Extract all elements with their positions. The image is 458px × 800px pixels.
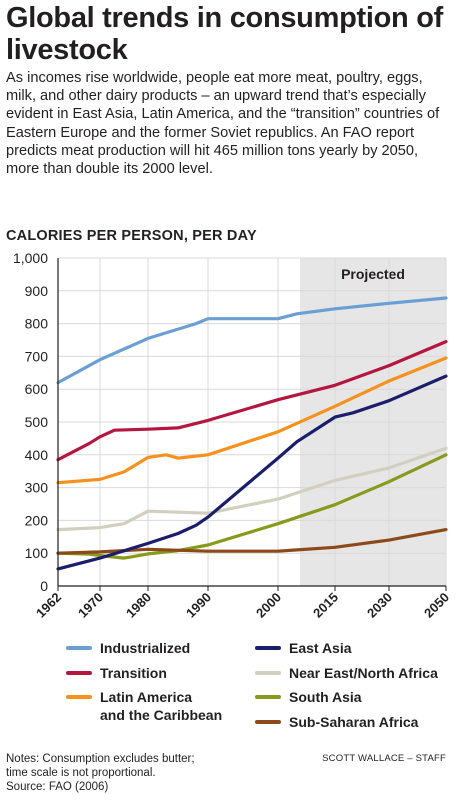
series-line-east-asia — [56, 374, 448, 571]
x-tick-label: 2015 — [310, 590, 341, 621]
line-chart: Projected 0 100 200 300 400 500 600 700 800 900 1,… — [13, 250, 452, 621]
y-tick-label: 800 — [25, 316, 49, 332]
legend-label-sub-saharan: Sub-Saharan Africa — [289, 714, 419, 730]
chart-notes: Notes: Consumption excludes butter; time… — [6, 752, 306, 794]
legend-label-near-east: Near East/North Africa — [289, 665, 438, 681]
legend-swatch-east-asia — [255, 646, 281, 650]
y-tick-label: 700 — [25, 348, 49, 364]
y-tick-label: 600 — [25, 381, 49, 397]
legend-swatch-latin-america — [66, 695, 92, 699]
x-tick-label: 1990 — [183, 590, 214, 621]
chart-title: Global trends in consumption of livestoc… — [6, 2, 443, 66]
y-tick-label: 400 — [25, 447, 49, 463]
y-tick-label: 300 — [25, 480, 49, 496]
series-line-sub-saharan-africa — [56, 528, 448, 555]
legend-label-latin-america: Latin America — [100, 689, 193, 705]
credit-line: SCOTT WALLACE – STAFF — [322, 753, 446, 764]
x-tick-label: 1962 — [33, 590, 64, 621]
series-line-transition — [56, 340, 448, 462]
notes-line-1: Notes: Consumption excludes butter; — [6, 753, 195, 765]
legend-label-south-asia: South Asia — [289, 689, 362, 705]
x-tick-label: 2050 — [421, 590, 452, 621]
chart-grid — [58, 257, 447, 586]
y-axis-label: CALORIES PER PERSON, PER DAY — [6, 228, 257, 244]
y-tick-label: 900 — [25, 283, 49, 299]
legend-label-transition: Transition — [100, 665, 167, 681]
x-tick-label: 1980 — [123, 590, 154, 621]
legend-swatch-transition — [66, 671, 92, 675]
legend-label-east-asia: East Asia — [289, 640, 352, 656]
intro-paragraph: As incomes rise worldwide, people eat mo… — [6, 70, 440, 178]
y-tick-label: 500 — [25, 414, 49, 430]
legend-swatch-near-east — [255, 671, 281, 675]
chart-legend: Industrialized Transition Latin America … — [0, 632, 458, 742]
legend-swatch-sub-saharan — [255, 720, 281, 724]
series-line-latin-america-and-the-caribbean — [56, 356, 448, 485]
legend-label-industrialized: Industrialized — [100, 640, 191, 656]
x-tick-label: 2000 — [253, 590, 284, 621]
legend-swatch-south-asia — [255, 695, 281, 699]
chart-series — [56, 296, 448, 571]
source-note: Source: FAO (2006) — [6, 781, 109, 793]
legend-swatch-industrialized — [66, 646, 92, 650]
y-tick-label: 1,000 — [13, 250, 48, 266]
y-tick-label: 100 — [25, 545, 49, 561]
x-tick-label: 1970 — [75, 590, 106, 621]
y-tick-label: 0 — [40, 578, 48, 594]
series-line-industrialized — [56, 296, 448, 385]
notes-line-2: time scale is not proportional. — [6, 767, 156, 779]
projected-label: Projected — [341, 266, 405, 282]
series-line-near-east-north-africa — [56, 446, 448, 532]
x-tick-label: 2030 — [364, 590, 395, 621]
y-tick-label: 200 — [25, 512, 49, 528]
legend-label-latin-america-line2: and the Caribbean — [100, 707, 223, 723]
